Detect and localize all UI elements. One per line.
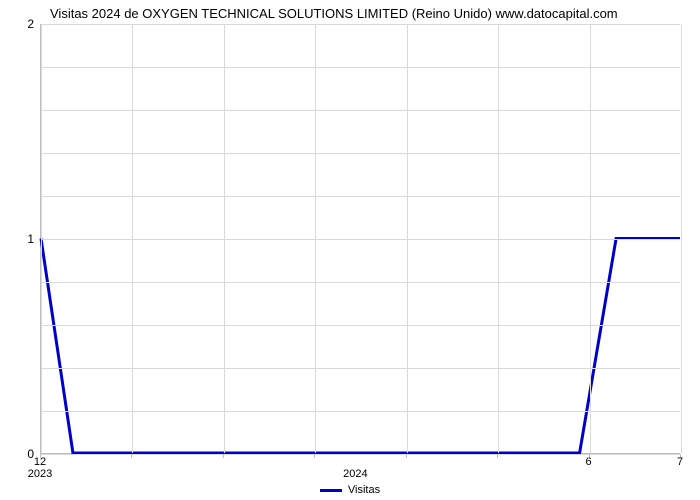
gridline-h (41, 196, 680, 197)
gridline-v (315, 24, 316, 453)
gridline-h (41, 368, 680, 369)
gridline-v (681, 24, 682, 453)
gridline-h (41, 110, 680, 111)
x-tick-year: 2023 (28, 468, 52, 480)
x-tick-label: 12 (34, 456, 46, 468)
gridline-v (41, 24, 42, 453)
legend: Visitas (0, 484, 700, 496)
gridline-v (590, 24, 591, 453)
x-tick-label: 6 (586, 456, 592, 468)
x-minor-tick (497, 454, 498, 458)
gridline-h (41, 454, 680, 455)
x-tick-label: 7 (677, 456, 683, 468)
x-minor-tick (223, 454, 224, 458)
gridline-h (41, 239, 680, 240)
chart-title: Visitas 2024 de OXYGEN TECHNICAL SOLUTIO… (50, 6, 618, 21)
gridline-h (41, 411, 680, 412)
chart-container: { "chart": { "type": "line", "title": "V… (0, 0, 700, 500)
y-tick-label: 2 (27, 17, 34, 31)
plot-area (40, 24, 680, 454)
x-minor-tick (314, 454, 315, 458)
gridline-h (41, 153, 680, 154)
x-minor-tick (131, 454, 132, 458)
gridline-v (498, 24, 499, 453)
gridline-h (41, 282, 680, 283)
x-year-marker: 2024 (343, 468, 367, 480)
legend-label: Visitas (348, 484, 380, 496)
series-line (41, 239, 680, 454)
legend-swatch (320, 489, 342, 492)
gridline-v (132, 24, 133, 453)
gridline-h (41, 24, 680, 25)
gridline-v (224, 24, 225, 453)
gridline-v (407, 24, 408, 453)
x-minor-tick (406, 454, 407, 458)
gridline-h (41, 67, 680, 68)
gridline-h (41, 325, 680, 326)
y-tick-label: 1 (27, 232, 34, 246)
